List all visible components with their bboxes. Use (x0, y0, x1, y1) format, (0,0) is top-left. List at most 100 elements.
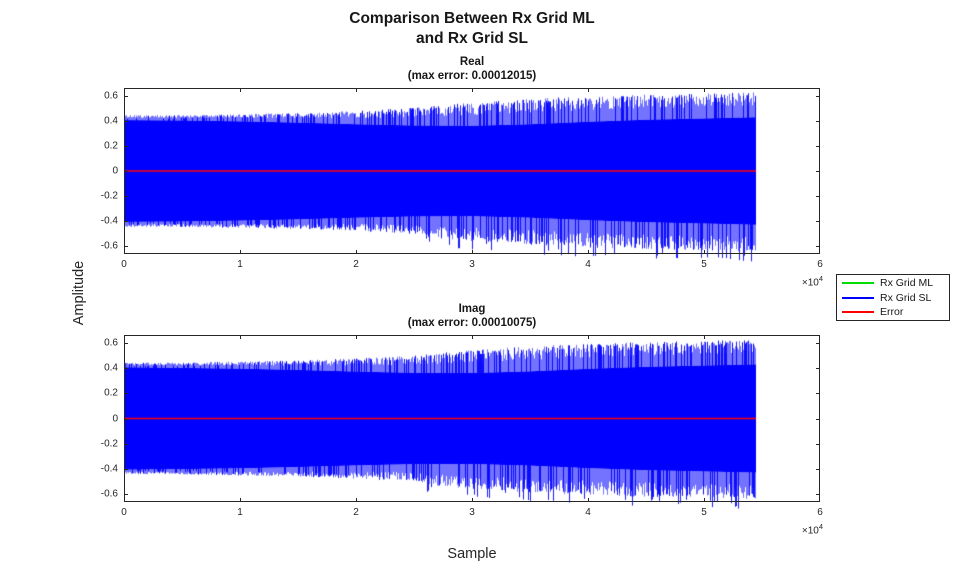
waveform-canvas-imag (124, 327, 820, 510)
plot-area-imag: ×104 0 1 2 3 4 5 6 0.6 0.4 0.2 0 -0.2 -0.4 -0.6 (101, 327, 823, 536)
x-axis-label: Sample (447, 546, 497, 562)
x-tick-label: 1 (237, 507, 243, 518)
y-tick-mark (124, 343, 128, 344)
x-tick-mark (472, 498, 473, 502)
y-tick-mark (816, 146, 820, 147)
y-tick-mark (124, 196, 128, 197)
y-tick-label: 0.2 (104, 387, 118, 399)
x-tick-label: 0 (121, 507, 127, 518)
subplot-max-error-real: (max error: 0.00012015) (407, 70, 537, 82)
y-tick-mark (124, 246, 128, 247)
legend-line-red (842, 310, 874, 313)
x-tick-mark (819, 498, 820, 502)
x-tick-mark (819, 335, 820, 339)
y-tick-label: 0.2 (104, 140, 118, 152)
x-tick-mark (819, 250, 820, 254)
x-tick-mark (124, 498, 125, 502)
x-tick-mark (704, 88, 705, 92)
waveform-canvas-real (124, 80, 820, 262)
x-tick-label: 5 (701, 259, 707, 270)
x-tick-mark (472, 88, 473, 92)
x-tick-label: 6 (817, 507, 823, 518)
x-tick-mark (124, 250, 125, 254)
y-tick-mark (124, 469, 128, 470)
y-tick-mark (816, 393, 820, 394)
legend-line-green (842, 282, 874, 285)
x-tick-mark (472, 250, 473, 254)
subplot-max-error-imag: (max error: 0.00010075) (407, 317, 537, 329)
x-tick-mark (704, 498, 705, 502)
y-tick-mark (124, 368, 128, 369)
figure-title-line1: Comparison Between Rx Grid ML (349, 10, 595, 27)
y-tick-mark (124, 221, 128, 222)
subplot-title-imag-text: Imag (458, 303, 486, 315)
x-tick-label: 3 (469, 259, 475, 270)
y-tick-mark (816, 246, 820, 247)
legend: Rx Grid ML Rx Grid SL Error (836, 274, 950, 321)
y-tick-mark (816, 368, 820, 369)
x-axis-multiplier-exponent: 4 (818, 522, 823, 531)
y-tick-label: 0.4 (104, 115, 118, 127)
y-tick-label: 0.4 (104, 362, 118, 374)
y-tick-label: 0 (112, 413, 118, 425)
y-tick-mark (816, 96, 820, 97)
y-tick-mark (124, 96, 128, 97)
x-tick-mark (124, 335, 125, 339)
y-tick-mark (124, 146, 128, 147)
y-tick-mark (816, 444, 820, 445)
x-tick-mark (704, 335, 705, 339)
x-tick-mark (240, 335, 241, 339)
x-tick-mark (240, 88, 241, 92)
legend-line-blue (842, 296, 874, 299)
x-tick-mark (588, 335, 589, 339)
x-axis-multiplier-imag: ×104 (802, 522, 823, 536)
y-tick-mark (124, 419, 128, 420)
y-tick-mark (816, 469, 820, 470)
y-tick-mark (816, 221, 820, 222)
x-tick-mark (356, 88, 357, 92)
legend-item-rx-grid-sl: Rx Grid SL (837, 292, 949, 304)
y-tick-mark (816, 121, 820, 122)
y-tick-label: -0.6 (100, 240, 118, 252)
x-tick-label: 3 (469, 507, 475, 518)
x-tick-mark (356, 335, 357, 339)
subplot-title-real: Real (max error: 0.00012015) (124, 55, 820, 83)
x-tick-mark (356, 250, 357, 254)
y-tick-mark (124, 494, 128, 495)
x-axis-multiplier-exponent: 4 (818, 274, 823, 283)
x-tick-mark (472, 335, 473, 339)
x-tick-label: 0 (121, 259, 127, 270)
y-tick-label: -0.4 (100, 463, 118, 475)
y-tick-mark (816, 171, 820, 172)
y-tick-mark (124, 393, 128, 394)
x-tick-mark (588, 250, 589, 254)
y-axis-label: Amplitude (71, 260, 87, 326)
x-tick-mark (124, 88, 125, 92)
y-tick-label: 0 (112, 165, 118, 177)
x-tick-mark (240, 250, 241, 254)
x-tick-label: 4 (585, 507, 591, 518)
plot-area-real: ×104 0 1 2 3 4 5 6 0.6 0.4 0.2 0 -0.2 -0.4 -0.6 (101, 80, 823, 288)
legend-label-rx-grid-ml: Rx Grid ML (880, 277, 934, 290)
x-tick-label: 5 (701, 507, 707, 518)
y-tick-mark (816, 419, 820, 420)
legend-label-error: Error (880, 305, 904, 318)
legend-item-error: Error (837, 306, 949, 318)
x-tick-label: 1 (237, 259, 243, 270)
subplot-title-real-text: Real (459, 56, 485, 68)
y-tick-label: -0.2 (100, 190, 118, 202)
y-tick-mark (816, 343, 820, 344)
x-tick-mark (240, 498, 241, 502)
y-tick-mark (816, 494, 820, 495)
y-tick-label: 0.6 (104, 337, 118, 349)
x-tick-label: 4 (585, 259, 591, 270)
x-axis-multiplier-base: ×10 (801, 277, 819, 289)
legend-item-rx-grid-ml: Rx Grid ML (837, 277, 949, 289)
y-tick-label: 0.6 (104, 90, 118, 102)
y-tick-mark (124, 171, 128, 172)
x-tick-label: 2 (353, 507, 359, 518)
x-tick-mark (588, 88, 589, 92)
figure-title-line2: and Rx Grid SL (416, 30, 528, 47)
figure-title: Comparison Between Rx Grid ML and Rx Gri… (124, 9, 820, 49)
